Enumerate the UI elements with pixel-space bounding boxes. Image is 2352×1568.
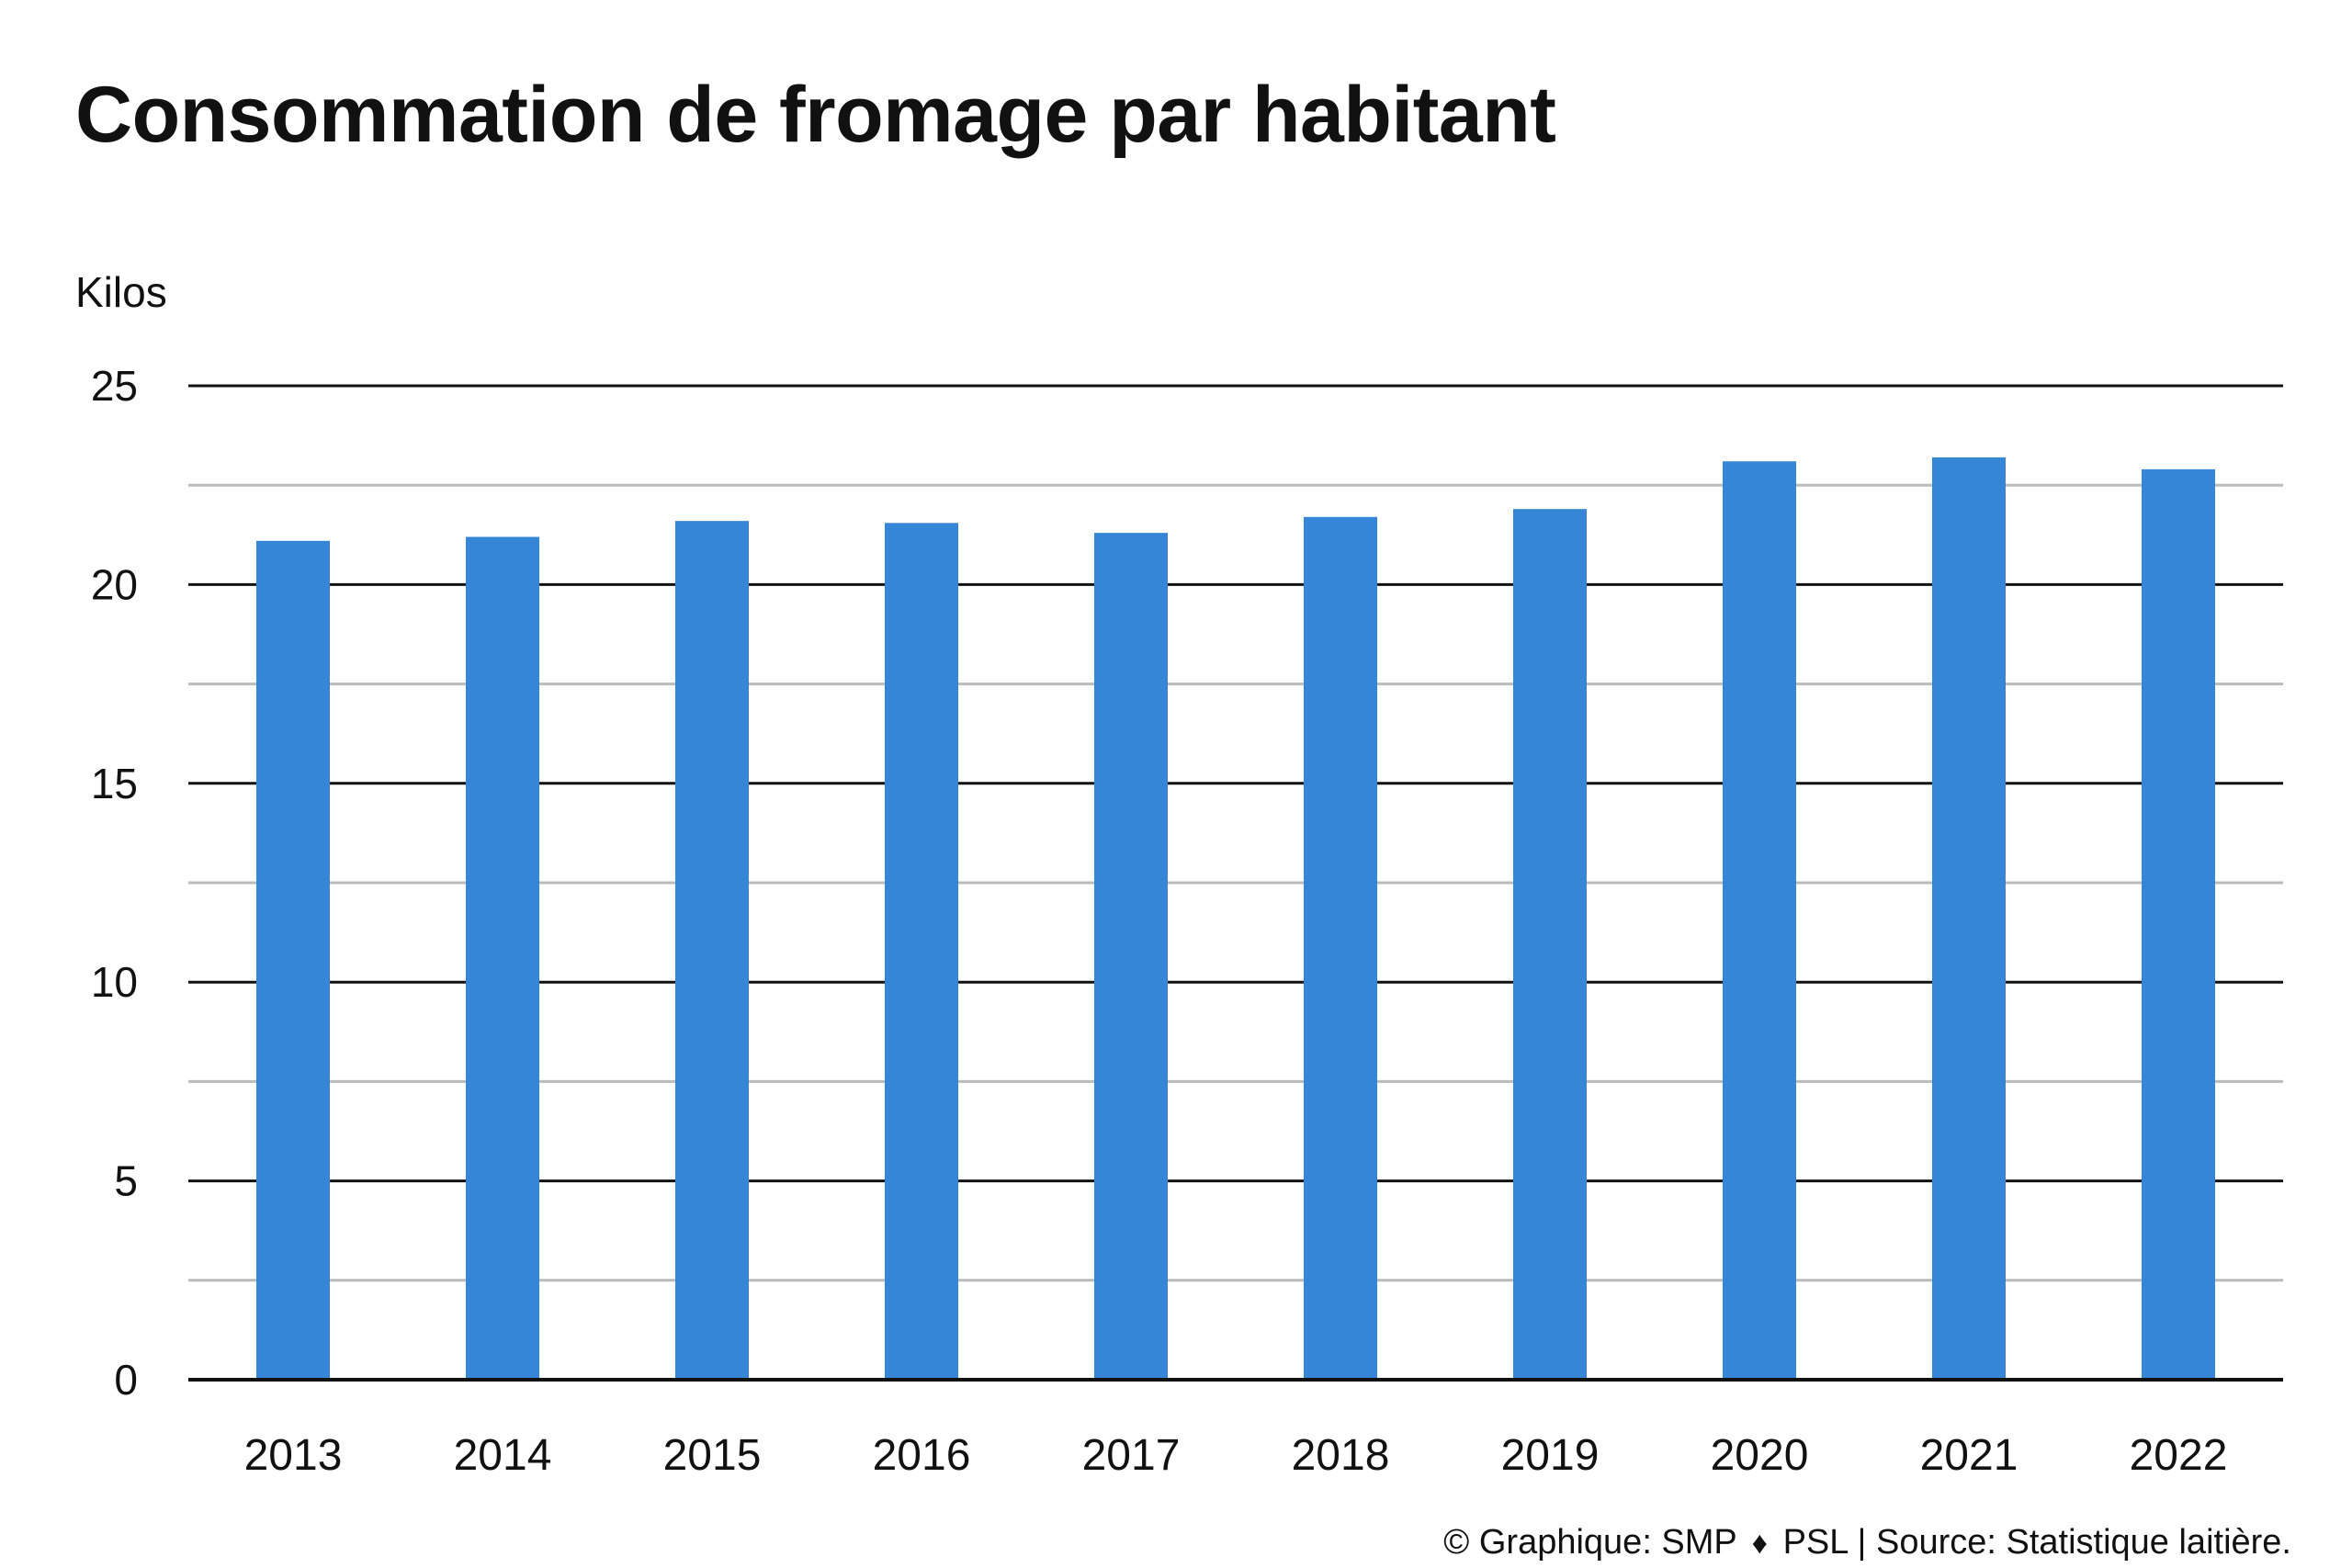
footer-credit: © Graphique: SMP ♦ PSL | Source: Statist… — [1443, 1525, 2291, 1560]
credit-source-text: PSL | Source: Statistique laitière. — [1782, 1523, 2291, 1562]
x-tick-label: 2016 — [873, 1431, 971, 1480]
x-tick-label: 2013 — [244, 1431, 343, 1480]
copyright-symbol: © — [1443, 1523, 1470, 1562]
diamond-icon: ♦ — [1751, 1526, 1769, 1561]
chart-title: Consommation de fromage par habitant — [75, 71, 1556, 159]
bar-2020 — [1723, 461, 1796, 1380]
credit-graphic-text: Graphique: SMP — [1478, 1523, 1737, 1562]
x-tick-label: 2015 — [663, 1431, 762, 1480]
bar-2019 — [1513, 509, 1587, 1380]
x-tick-label: 2022 — [2130, 1431, 2228, 1480]
y-tick-label: 10 — [91, 958, 138, 1006]
y-tick-label: 25 — [91, 362, 138, 410]
y-tick-label: 20 — [91, 560, 138, 608]
bar-2021 — [1932, 457, 2006, 1380]
y-tick-label: 0 — [114, 1356, 138, 1404]
bar-2018 — [1304, 516, 1377, 1380]
bar-2014 — [466, 536, 539, 1380]
x-tick-label: 2019 — [1501, 1431, 1600, 1480]
x-tick-label: 2020 — [1711, 1431, 1809, 1480]
y-tick-labels: 0 5 10 15 20 25 — [91, 362, 138, 1404]
bar-2016 — [885, 523, 958, 1380]
x-tick-label: 2018 — [1292, 1431, 1390, 1480]
x-tick-labels: 2013 2014 2015 2016 2017 2018 2019 2020 2021 2022 — [244, 1431, 2228, 1480]
x-tick-label: 2014 — [454, 1431, 552, 1480]
bar-2013 — [256, 540, 330, 1380]
bar-2015 — [675, 521, 749, 1380]
x-tick-label: 2021 — [1920, 1431, 2018, 1480]
y-axis-unit-label: Kilos — [75, 268, 167, 316]
x-tick-label: 2017 — [1082, 1431, 1181, 1480]
bar-2017 — [1094, 533, 1168, 1380]
bar-2022 — [2142, 468, 2215, 1380]
bars — [256, 457, 2215, 1380]
y-tick-label: 5 — [114, 1157, 138, 1205]
y-tick-label: 15 — [91, 760, 138, 807]
